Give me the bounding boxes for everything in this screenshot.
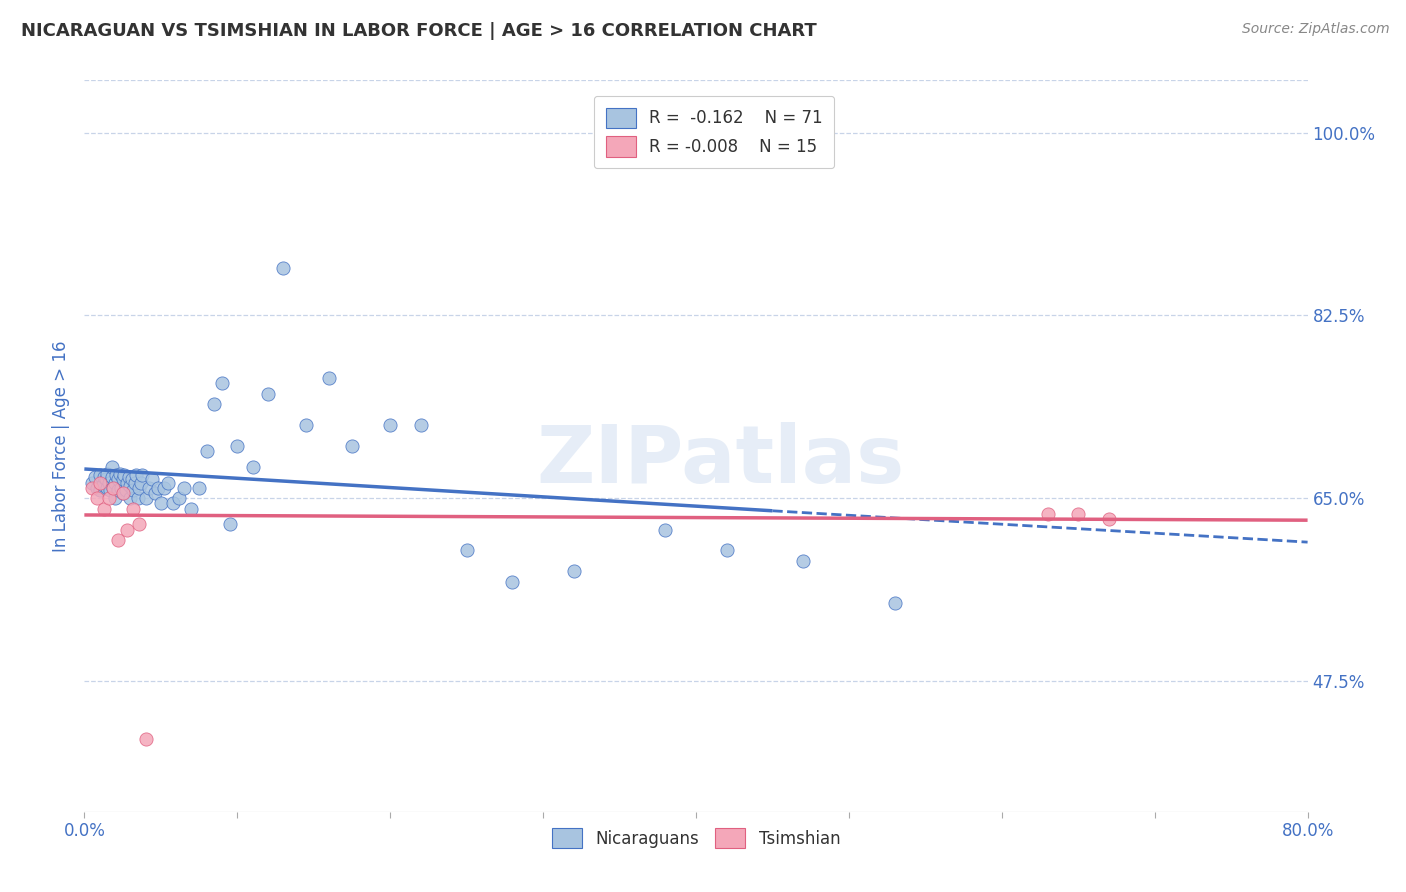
Point: [91, 477, 114, 491]
Point: [318, 371, 340, 385]
Point: [86, 491, 108, 506]
Point: [112, 468, 135, 483]
Point: [792, 554, 814, 568]
Point: [111, 486, 134, 500]
Point: [127, 491, 149, 506]
Point: [97, 475, 120, 490]
Point: [89, 468, 111, 483]
Point: [107, 533, 129, 547]
Point: [84, 470, 107, 484]
Point: [111, 486, 134, 500]
Point: [157, 475, 180, 490]
Point: [80, 475, 103, 490]
Point: [89, 475, 111, 490]
Point: [1036, 507, 1059, 521]
Point: [135, 491, 157, 506]
Point: [716, 543, 738, 558]
Point: [101, 470, 124, 484]
Point: [125, 468, 148, 483]
Point: [173, 481, 195, 495]
Point: [188, 481, 211, 495]
Point: [93, 470, 115, 484]
Point: [409, 418, 432, 433]
Point: [128, 481, 150, 495]
Point: [1067, 507, 1090, 521]
Point: [131, 468, 153, 483]
Point: [162, 496, 184, 510]
Point: [96, 467, 118, 482]
Point: [124, 475, 146, 490]
Point: [103, 481, 125, 495]
Point: [97, 491, 120, 506]
Text: NICARAGUAN VS TSIMSHIAN IN LABOR FORCE | AGE > 16 CORRELATION CHART: NICARAGUAN VS TSIMSHIAN IN LABOR FORCE |…: [21, 22, 817, 40]
Point: [883, 596, 905, 610]
Point: [86, 481, 108, 495]
Point: [502, 574, 524, 589]
Point: [180, 501, 202, 516]
Point: [1098, 512, 1121, 526]
Point: [153, 481, 176, 495]
Point: [195, 444, 218, 458]
Point: [146, 481, 169, 495]
Point: [257, 386, 280, 401]
Point: [271, 261, 294, 276]
Point: [111, 472, 134, 486]
Point: [121, 472, 143, 486]
Point: [129, 475, 152, 490]
Point: [138, 481, 160, 495]
Point: [107, 483, 129, 497]
Point: [98, 483, 121, 497]
Point: [104, 475, 127, 490]
Point: [96, 481, 118, 495]
Point: [94, 472, 117, 486]
Point: [89, 483, 111, 497]
Point: [135, 731, 157, 746]
Point: [80, 481, 103, 495]
Point: [105, 468, 128, 483]
Point: [115, 475, 138, 490]
Point: [211, 376, 233, 391]
Point: [122, 483, 145, 497]
Point: [167, 491, 190, 506]
Point: [295, 418, 318, 433]
Point: [218, 517, 240, 532]
Point: [122, 501, 145, 516]
Point: [202, 397, 225, 411]
Point: [380, 418, 402, 433]
Point: [118, 470, 141, 484]
Text: Source: ZipAtlas.com: Source: ZipAtlas.com: [1241, 22, 1389, 37]
Point: [456, 543, 478, 558]
Point: [114, 483, 136, 497]
Point: [242, 459, 264, 474]
Point: [108, 467, 131, 482]
Point: [562, 565, 585, 579]
Point: [120, 479, 142, 493]
Point: [149, 496, 172, 510]
Point: [115, 523, 138, 537]
Point: [110, 481, 132, 495]
Text: ZIPatlas: ZIPatlas: [536, 422, 904, 500]
Point: [101, 459, 124, 474]
Point: [128, 517, 150, 532]
Point: [340, 439, 363, 453]
Point: [120, 491, 142, 506]
Point: [107, 472, 129, 486]
Point: [103, 481, 125, 495]
Point: [104, 491, 127, 506]
Point: [141, 472, 163, 486]
Legend: Nicaraguans, Tsimshian: Nicaraguans, Tsimshian: [541, 818, 851, 858]
Y-axis label: In Labor Force | Age > 16: In Labor Force | Age > 16: [52, 340, 70, 552]
Point: [226, 439, 249, 453]
Point: [93, 501, 115, 516]
Point: [143, 486, 166, 500]
Point: [654, 523, 676, 537]
